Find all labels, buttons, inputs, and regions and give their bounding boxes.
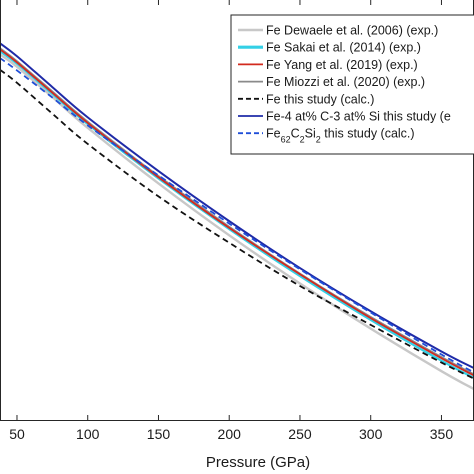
series-line-fe62c2si2-this-study-calc <box>0 57 474 374</box>
x-tick-label: 100 <box>76 426 100 442</box>
series-line-fe-miozzi-et-al-2020-exp <box>0 47 474 376</box>
series-lines <box>0 42 474 391</box>
x-axis-title: Pressure (GPa) <box>206 454 310 471</box>
series-line-fe-yang-et-al-2019-exp <box>0 48 474 377</box>
legend-label-fe-miozzi-et-al-2020-exp: Fe Miozzi et al. (2020) (exp.) <box>266 75 425 89</box>
x-tick-label: 150 <box>147 426 171 442</box>
series-line-fe-dewaele-et-al-2006-exp <box>0 53 474 391</box>
legend-label-fe-dewaele-et-al-2006-exp: Fe Dewaele et al. (2006) (exp.) <box>266 24 438 38</box>
x-tick-label: 200 <box>218 426 242 442</box>
legend-label-fe-sakai-et-al-2014-exp: Fe Sakai et al. (2014) (exp.) <box>266 41 421 55</box>
series-line-fe-this-study-calc <box>0 69 474 380</box>
series-line-fe-4-at-c-3-at-si-this-study-e <box>0 42 474 370</box>
x-tick-label: 350 <box>430 426 454 442</box>
legend-box <box>230 14 474 155</box>
legend-label-fe-this-study-calc: Fe this study (calc.) <box>266 92 374 106</box>
legend-label-fe62c2si2-this-study-calc: Fe62C2Si2 this study (calc.) <box>266 127 415 145</box>
x-tick-label: 50 <box>9 426 25 442</box>
x-tick-label: 300 <box>359 426 383 442</box>
x-axis-ticks: 50 100 150 200 250 300 350 <box>9 0 453 442</box>
legend: Fe Dewaele et al. (2006) (exp.) Fe Sakai … <box>230 14 474 155</box>
legend-label-fe-yang-et-al-2019-exp: Fe Yang et al. (2019) (exp.) <box>266 58 418 72</box>
series-line-fe-sakai-et-al-2014-exp <box>0 50 474 379</box>
x-tick-label: 250 <box>288 426 312 442</box>
legend-label-fe-4-at-c-3-at-si-this-study-e: Fe-4 at% C-3 at% Si this study (e <box>266 110 451 124</box>
